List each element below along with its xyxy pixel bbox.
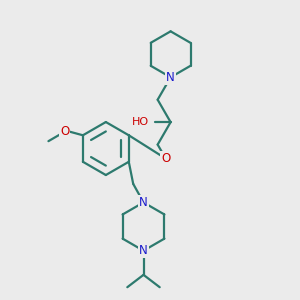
Text: N: N [166, 71, 175, 84]
Text: O: O [60, 125, 69, 138]
Text: HO: HO [132, 117, 149, 127]
Text: N: N [139, 244, 148, 257]
Text: O: O [161, 152, 170, 165]
Text: N: N [139, 196, 148, 209]
